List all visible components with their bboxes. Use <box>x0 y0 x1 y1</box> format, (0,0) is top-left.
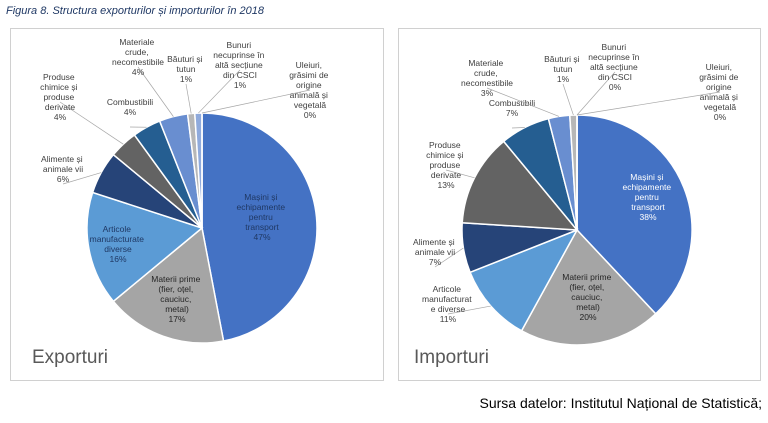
data-label: 0% <box>609 82 622 92</box>
data-label-category: Combustibili <box>489 98 535 108</box>
data-label: 1% <box>180 74 193 84</box>
leader-line <box>185 83 192 114</box>
data-label-category: Articole manufacturat e diverse <box>422 284 474 314</box>
chart-title: Exporturi <box>32 347 108 368</box>
pie-slice <box>520 228 657 346</box>
pie-slice <box>469 228 579 332</box>
data-label-category: Bunuri necuprinse în altă secțiune din C… <box>213 40 266 80</box>
data-label: 6% <box>57 174 70 184</box>
leader-line <box>201 89 311 114</box>
leader-line <box>434 247 464 268</box>
chart-frame <box>10 28 384 381</box>
data-label: 17% <box>168 314 185 324</box>
data-label-category: Mașini și echipamente pentru transport <box>622 172 673 212</box>
leader-line <box>486 87 560 117</box>
data-label-category: Mașini și echipamente pentru transport <box>236 192 287 232</box>
data-label-category: Uleiuri, grăsimi de origine animală și v… <box>699 62 741 112</box>
data-label: 1% <box>234 80 247 90</box>
data-label: 1% <box>557 74 570 84</box>
leader-line <box>562 83 574 116</box>
data-label: 3% <box>481 88 494 98</box>
data-label-category: Combustibili <box>107 97 153 107</box>
data-label-category: Uleiuri, grăsimi de origine animală și v… <box>289 60 331 110</box>
data-label: 7% <box>506 108 519 118</box>
data-label: 0% <box>304 110 317 120</box>
data-label-category: Produse chimice și produse derivate <box>426 140 466 180</box>
data-label-category: Băuturi și tutun <box>544 54 582 74</box>
leader-line <box>447 305 491 315</box>
data-label: 4% <box>54 112 67 122</box>
pie-slice <box>86 191 204 303</box>
chart-frame <box>398 28 761 381</box>
leader-line <box>62 172 102 185</box>
leader-line <box>576 91 721 116</box>
source-note: Sursa datelor: Institutul Național de St… <box>480 395 762 411</box>
data-label-category: Alimente și animale vii <box>41 154 85 174</box>
data-label: 38% <box>639 212 656 222</box>
chart-title: Importuri <box>414 347 489 368</box>
data-label-category: Materii prime (fier, oțel, cauciuc, meta… <box>562 272 613 312</box>
pie-slice <box>201 112 318 342</box>
pie-slice <box>576 114 693 315</box>
data-label: 7% <box>429 257 442 267</box>
leader-line <box>445 169 475 179</box>
data-label-category: Alimente și animale vii <box>413 237 457 257</box>
leader-line <box>137 66 174 117</box>
data-label-category: Articole manufacturate diverse <box>90 224 147 254</box>
data-label: 13% <box>437 180 454 190</box>
leader-line <box>59 101 124 145</box>
pie-slice <box>112 226 225 344</box>
data-label: 47% <box>253 232 270 242</box>
data-label: 11% <box>440 314 457 324</box>
data-label: 4% <box>124 107 137 117</box>
data-label-category: Produse chimice și produse derivate <box>40 72 80 112</box>
pie-slice <box>461 140 579 231</box>
data-label: 4% <box>132 67 145 77</box>
data-label: 0% <box>714 112 727 122</box>
data-label: 16% <box>109 254 126 264</box>
figure-title: Figura 8. Structura exporturilor și impo… <box>6 5 265 17</box>
data-label: 20% <box>579 312 596 322</box>
data-label-category: Materii prime (fier, oțel, cauciuc, meta… <box>151 274 202 314</box>
leader-line <box>198 69 241 114</box>
leader-line <box>576 71 616 116</box>
data-label-category: Materiale crude, necomestibile <box>112 37 164 67</box>
data-label-category: Băuturi și tutun <box>167 54 205 74</box>
data-label-category: Bunuri necuprinse în altă secțiune din C… <box>588 42 641 82</box>
data-label-category: Materiale crude, necomestibile <box>461 58 513 88</box>
